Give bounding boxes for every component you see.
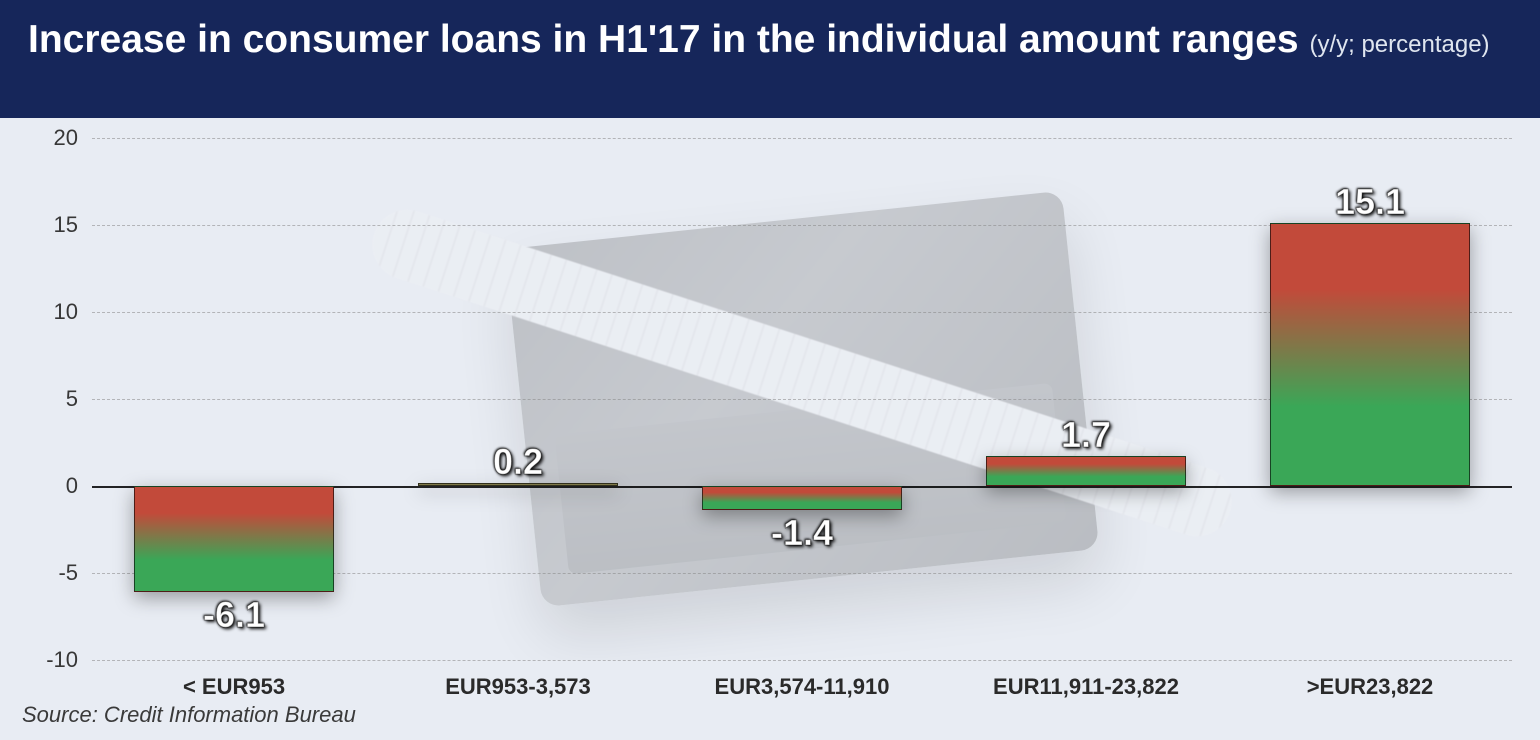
gridline <box>92 660 1512 661</box>
y-tick-label: -5 <box>58 560 78 586</box>
y-tick-label: -10 <box>46 647 78 673</box>
x-tick-label: EUR11,911-23,822 <box>993 674 1179 700</box>
bar <box>702 486 902 510</box>
source-text: Source: Credit Information Bureau <box>22 702 356 728</box>
chart-title-main: Increase in consumer loans in H1'17 in t… <box>28 18 1299 61</box>
x-tick-label: EUR3,574-11,910 <box>715 674 890 700</box>
chart-container: Increase in consumer loans in H1'17 in t… <box>0 0 1540 740</box>
chart-header: Increase in consumer loans in H1'17 in t… <box>0 0 1540 118</box>
x-tick-label: < EUR953 <box>183 674 285 700</box>
bar <box>134 486 334 592</box>
bar-value-label: -1.4 <box>771 512 833 554</box>
bar-value-label: 1.7 <box>1061 414 1111 456</box>
bar <box>986 456 1186 486</box>
bar-value-label: 0.2 <box>493 441 543 483</box>
bar <box>418 483 618 486</box>
y-tick-label: 15 <box>54 212 78 238</box>
bar-value-label: -6.1 <box>203 594 265 636</box>
plot: -10-505101520-6.1< EUR9530.2EUR953-3,573… <box>92 138 1512 660</box>
gridline <box>92 138 1512 139</box>
y-tick-label: 20 <box>54 125 78 151</box>
y-tick-label: 5 <box>66 386 78 412</box>
y-tick-label: 10 <box>54 299 78 325</box>
x-tick-label: >EUR23,822 <box>1307 674 1434 700</box>
y-tick-label: 0 <box>66 473 78 499</box>
chart-title: Increase in consumer loans in H1'17 in t… <box>28 18 1512 63</box>
bar <box>1270 223 1470 486</box>
bar-value-label: 15.1 <box>1335 181 1405 223</box>
chart-subtitle: (y/y; percentage) <box>1309 31 1489 58</box>
plot-area: -10-505101520-6.1< EUR9530.2EUR953-3,573… <box>92 138 1512 660</box>
x-tick-label: EUR953-3,573 <box>445 674 591 700</box>
